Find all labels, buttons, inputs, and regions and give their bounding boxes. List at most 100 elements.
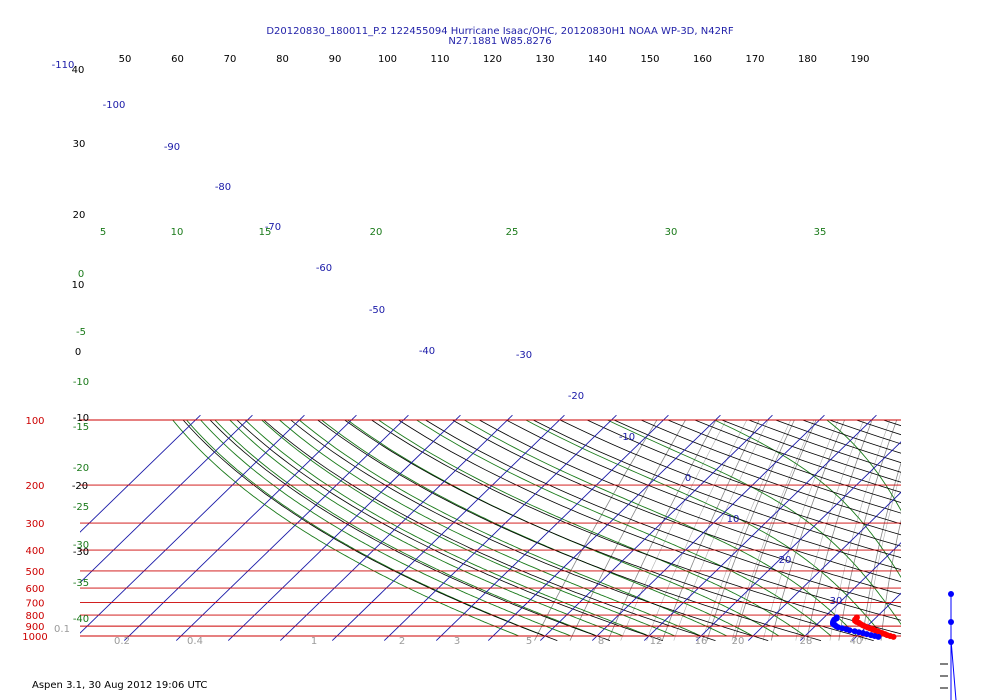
mixing-ratio-line <box>701 419 791 641</box>
isotherm-line <box>487 414 721 641</box>
isotherm-label: -100 <box>103 100 126 111</box>
chart-subtitle: N27.1881 W85.8276 <box>448 36 551 47</box>
isotherm-line <box>175 414 409 641</box>
dry-adiabat <box>506 419 901 570</box>
dry-adiabat-label: -20 <box>72 481 88 492</box>
top-label: 190 <box>850 54 869 65</box>
moist-adiabat-label: 25 <box>506 227 519 238</box>
dry-adiabat <box>263 419 716 641</box>
mixing-ratio-line <box>620 419 727 641</box>
moist-adiabat-label: 35 <box>814 227 827 238</box>
moist-adiabat <box>321 419 754 637</box>
isotherm-line <box>383 414 617 641</box>
wind-point <box>948 619 954 625</box>
pressure-label: 800 <box>25 611 44 622</box>
mixing-ratio-label: 0.4 <box>187 636 203 647</box>
dry-adiabat <box>586 419 901 536</box>
dry-adiabat-label: 10 <box>72 280 85 291</box>
isotherms <box>80 414 1000 641</box>
isotherm-line <box>956 415 1000 640</box>
wind-point <box>948 591 954 597</box>
moist-adiabat-label: 10 <box>171 227 184 238</box>
mixing-ratio-label: 40 <box>850 636 863 647</box>
mixing-ratio-line <box>880 519 901 641</box>
top-label: 130 <box>535 54 554 65</box>
mixing-ratio-line <box>942 420 975 641</box>
dry-adiabat <box>425 419 901 608</box>
wind-point <box>948 639 954 645</box>
dry-adiabat <box>452 419 901 595</box>
moist-adiabat <box>214 419 598 637</box>
dry-adiabat <box>721 419 901 483</box>
isotherm-line <box>904 415 1000 640</box>
isotherm-line <box>851 592 901 641</box>
dry-adiabat <box>937 420 1000 641</box>
mixing-ratio-label: 1 <box>311 636 317 647</box>
mixing-ratio-label: 12 <box>650 636 663 647</box>
isotherm-label: -10 <box>619 432 635 443</box>
axis-labels: 50 60 70 80 90 100 110 120 130 140 150 160 170 180 190… <box>52 54 870 647</box>
moist-adiabat-label: -35 <box>73 578 89 589</box>
mixing-ratio-label: 20 <box>732 636 745 647</box>
mixing-ratio-line <box>731 419 815 641</box>
pressure-label: 1000 <box>22 632 47 643</box>
pressure-label: 700 <box>25 599 44 610</box>
isotherm-line <box>643 414 877 641</box>
isotherm-line <box>591 414 825 641</box>
dry-adiabat <box>856 419 901 436</box>
mixing-ratio-line <box>673 419 769 641</box>
top-label: 80 <box>276 54 289 65</box>
top-label: 50 <box>119 54 132 65</box>
top-label: 160 <box>693 54 712 65</box>
dry-adiabat <box>182 419 558 641</box>
dry-adiabat <box>640 419 901 514</box>
dry-adiabat <box>748 419 901 473</box>
mixing-ratio-label: 5 <box>526 636 532 647</box>
dry-adiabat <box>371 419 901 635</box>
mixing-ratio-label: 16 <box>695 636 708 647</box>
mixing-ratio-line <box>942 420 975 641</box>
dry-adiabat <box>559 419 901 547</box>
moist-adiabat-label: 30 <box>665 227 678 238</box>
mixing-ratio-lines <box>534 419 975 641</box>
isotherm-line <box>123 414 357 641</box>
mixing-ratio-line <box>762 419 839 641</box>
mixing-ratio-line <box>734 419 817 641</box>
moist-adiabat-label: -10 <box>73 377 89 388</box>
moist-adiabat <box>261 419 676 637</box>
moist-adiabat <box>714 419 901 579</box>
moist-adiabat-label: -40 <box>73 614 89 625</box>
top-label: 180 <box>798 54 817 65</box>
pressure-label: 300 <box>25 519 44 530</box>
moist-adiabat <box>172 419 520 637</box>
dry-adiabat-label: 20 <box>73 210 86 221</box>
mixing-ratio-label: 0.1 <box>54 624 70 635</box>
wind-profile <box>940 591 957 700</box>
dry-adiabat-label: 30 <box>73 139 86 150</box>
isotherm-label: -70 <box>265 222 281 233</box>
mixing-ratio-line <box>865 470 901 641</box>
sounding-profiles <box>830 614 897 640</box>
dry-adiabat <box>236 419 663 641</box>
dry-adiabat <box>317 419 822 641</box>
isotherm-label: 0 <box>685 473 691 484</box>
footer-text: Aspen 3.1, 30 Aug 2012 19:06 UTC <box>32 680 207 691</box>
dry-adiabat <box>613 419 901 525</box>
mixing-ratio-label: 3 <box>454 636 460 647</box>
top-label: 150 <box>640 54 659 65</box>
isotherm-label: -60 <box>316 263 332 274</box>
top-label: 70 <box>224 54 237 65</box>
moist-adiabat-label: 5 <box>100 227 106 238</box>
dry-adiabat <box>991 420 1000 641</box>
top-label: 140 <box>588 54 607 65</box>
top-label: 120 <box>483 54 502 65</box>
mixing-ratio-line <box>910 420 951 641</box>
dry-adiabat <box>533 419 901 559</box>
top-label: 110 <box>430 54 449 65</box>
moist-adiabat-label: -25 <box>73 502 89 513</box>
moist-adiabat <box>826 419 901 512</box>
dry-adiabat <box>209 419 611 641</box>
top-label: 170 <box>745 54 764 65</box>
dry-adiabat-label: 40 <box>72 65 85 76</box>
